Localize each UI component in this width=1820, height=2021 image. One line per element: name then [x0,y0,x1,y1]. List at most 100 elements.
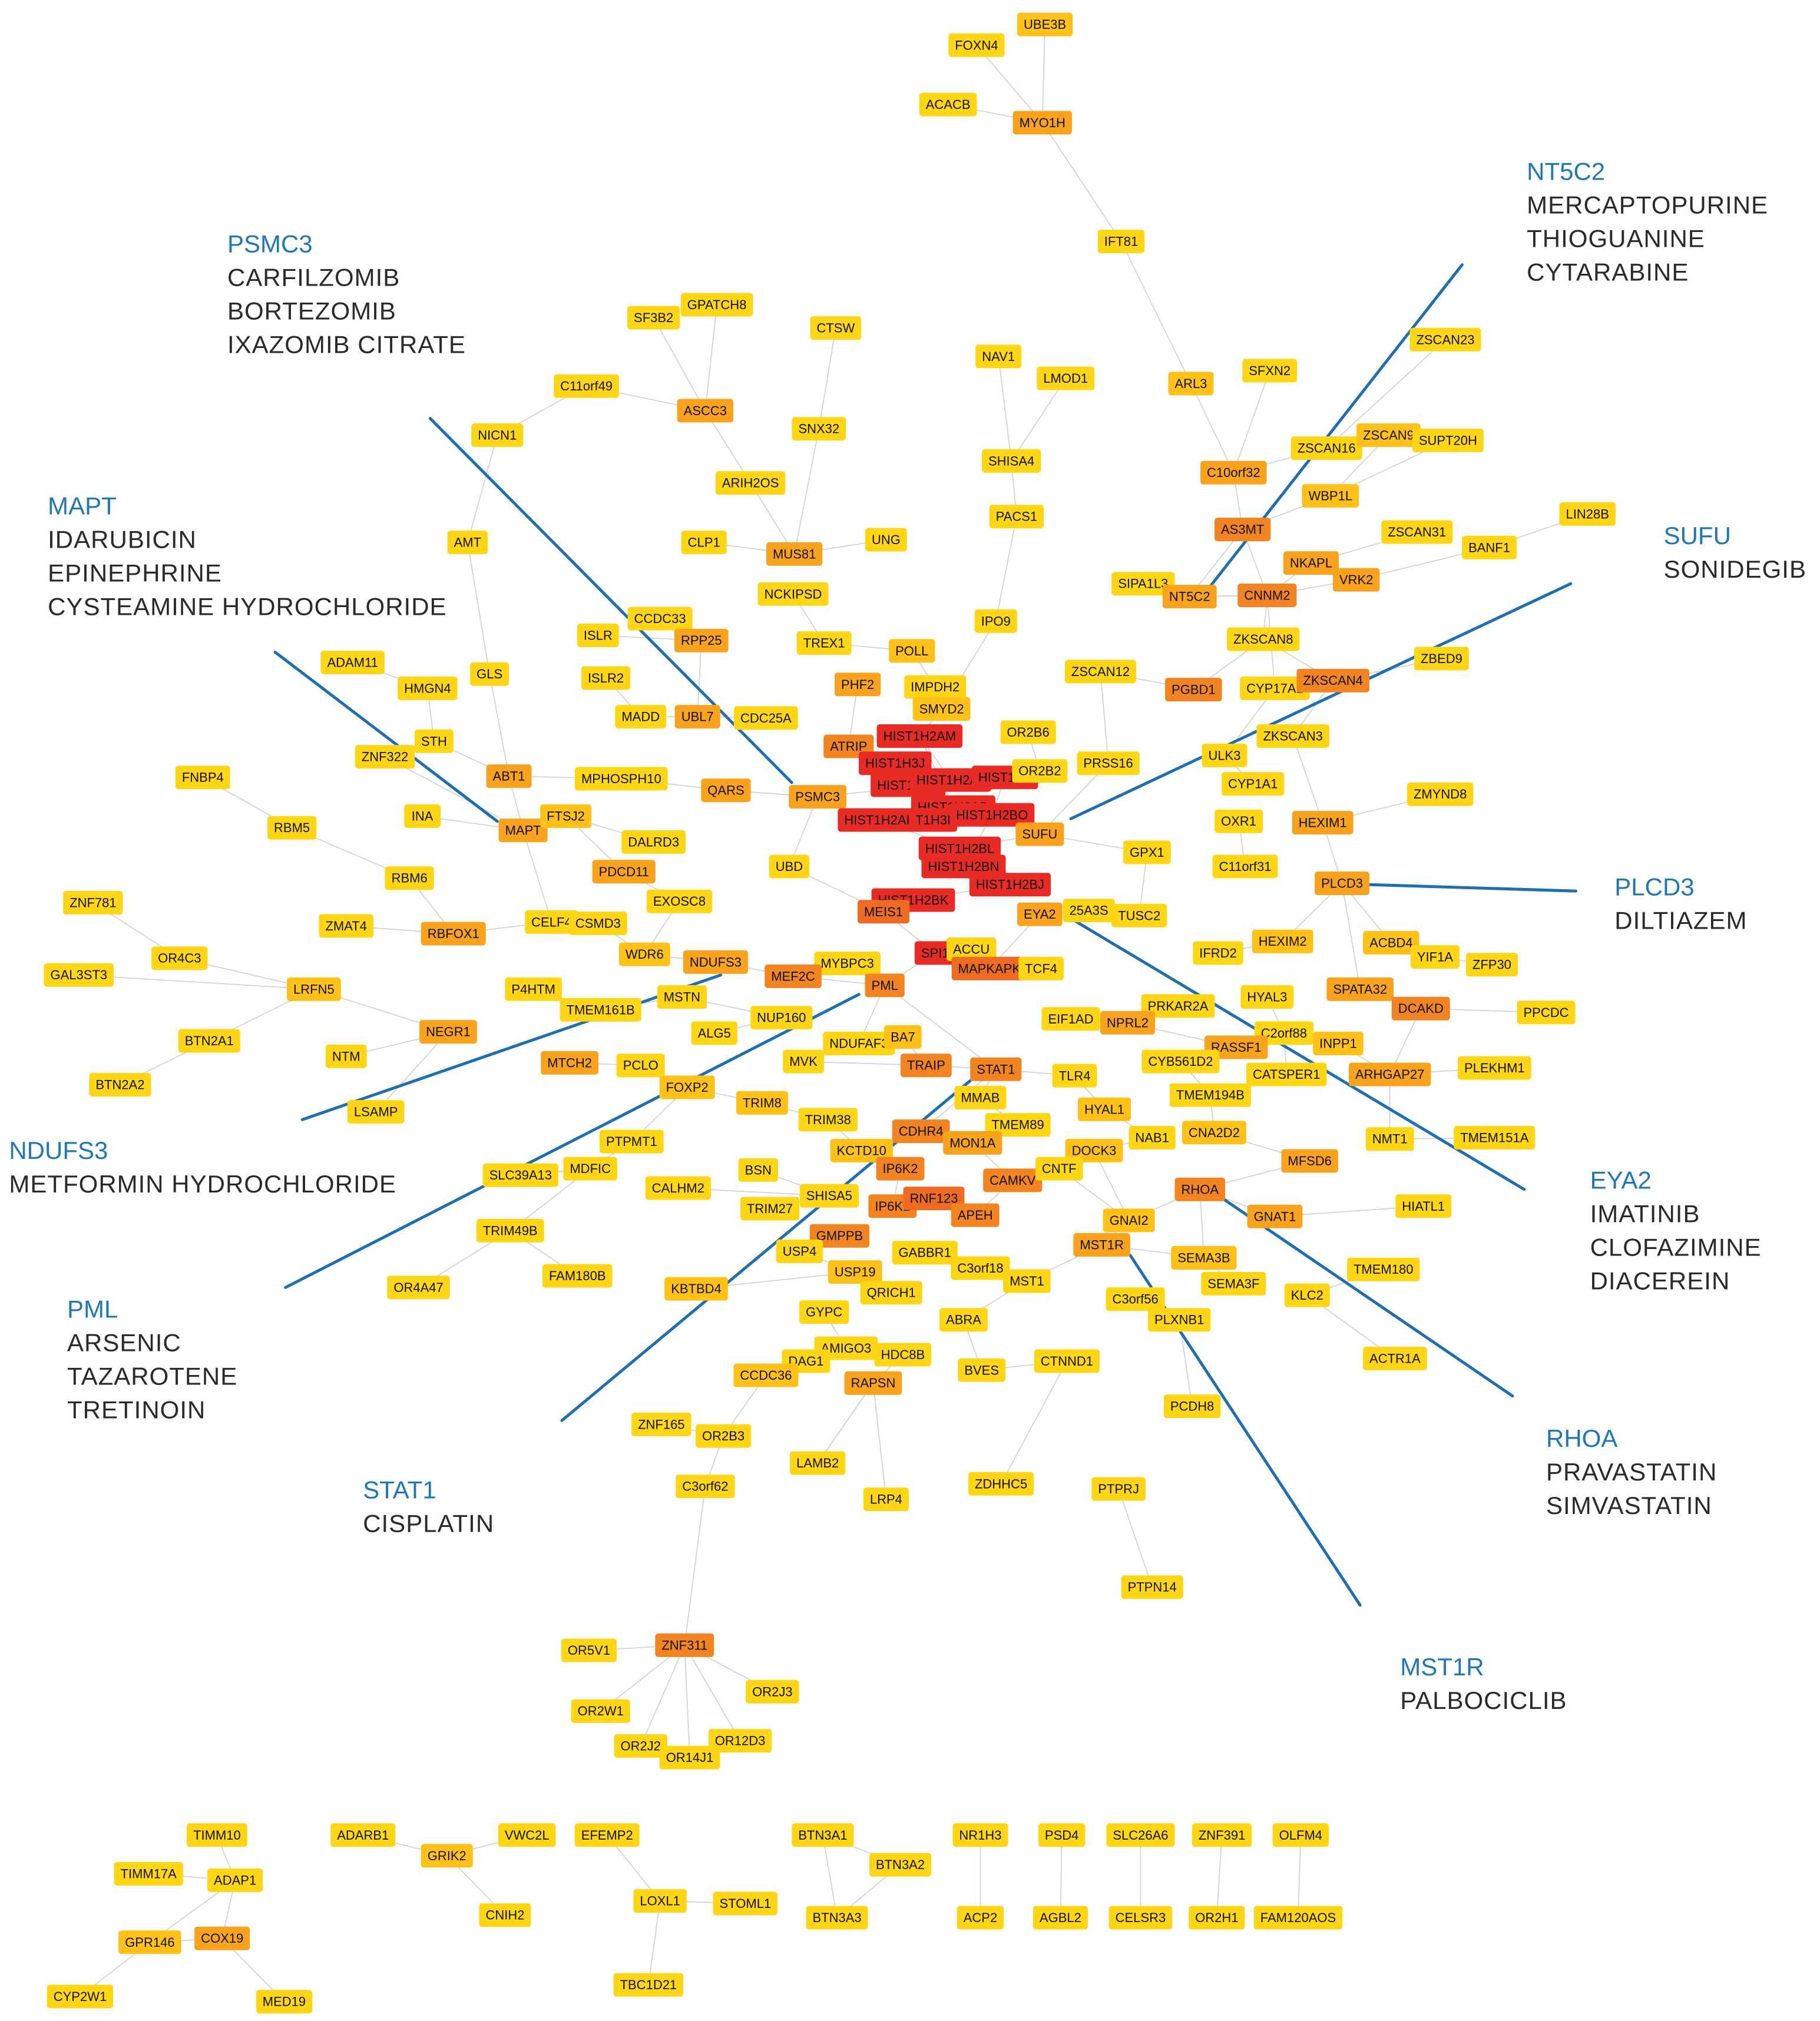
gene-node-hiatl1[interactable]: HIATL1 [1395,1194,1452,1218]
gene-node-tcf4[interactable]: TCF4 [1018,956,1064,980]
gene-node-ulk3[interactable]: ULK3 [1202,743,1247,767]
gene-node-slc39a13[interactable]: SLC39A13 [482,1163,558,1187]
gene-node-gnai2[interactable]: GNAI2 [1103,1208,1155,1233]
gene-node-hist1h2bj[interactable]: HIST1H2BJ [969,873,1051,897]
gene-node-pml[interactable]: PML [865,973,905,998]
gene-node-nckipsd[interactable]: NCKIPSD [757,582,829,606]
gene-node-exosc8[interactable]: EXOSC8 [646,889,713,913]
gene-node-actr1a[interactable]: ACTR1A [1363,1347,1427,1371]
gene-node-ubl7[interactable]: UBL7 [674,705,720,729]
gene-node-calhm2[interactable]: CALHM2 [645,1176,711,1200]
gene-node-acp2[interactable]: ACP2 [957,1906,1004,1930]
gene-node-znf165[interactable]: ZNF165 [631,1412,691,1436]
gene-node-znf322[interactable]: ZNF322 [355,745,415,769]
gene-node-c3orf62[interactable]: C3orf62 [676,1475,735,1499]
gene-node-hist1h2ai[interactable]: HIST1H2AI [838,808,916,832]
gene-node-mapkapk[interactable]: MAPKAPK [951,956,1028,980]
gene-node-zbed9[interactable]: ZBED9 [1414,647,1469,671]
gene-node-nmt1[interactable]: NMT1 [1365,1127,1414,1151]
gene-node-accu[interactable]: ACCU [946,937,997,961]
gene-node-zmat4[interactable]: ZMAT4 [319,914,373,938]
gene-node-tmem194b[interactable]: TMEM194B [1169,1083,1251,1107]
gene-node-pclo[interactable]: PCLO [616,1053,665,1078]
gene-node-negr1[interactable]: NEGR1 [419,1020,477,1044]
gene-node-cox19[interactable]: COX19 [194,1926,250,1950]
gene-node-sth[interactable]: STH [414,729,454,753]
gene-node-ung[interactable]: UNG [865,528,907,552]
gene-node-dcakd[interactable]: DCAKD [1391,996,1450,1021]
gene-node-camkv[interactable]: CAMKV [983,1168,1043,1192]
gene-node-mdfic[interactable]: MDFIC [563,1157,618,1181]
gene-node-mus81[interactable]: MUS81 [766,542,823,566]
gene-node-catsper1[interactable]: CATSPER1 [1246,1062,1327,1086]
gene-node-hdc8b[interactable]: HDC8B [874,1343,932,1367]
gene-node-c11orf49[interactable]: C11orf49 [554,374,620,398]
gene-node-bsn[interactable]: BSN [738,1158,778,1182]
gene-node-or2j2[interactable]: OR2J2 [614,1734,667,1758]
gene-node-cyb561d2[interactable]: CYB561D2 [1141,1049,1220,1074]
gene-node-hist1h2bn[interactable]: HIST1H2BN [921,854,1006,879]
gene-node-mst1r[interactable]: MST1R [1073,1233,1130,1257]
gene-node-rbm6[interactable]: RBM6 [385,866,434,890]
gene-node-celf4[interactable]: CELF4 [525,910,578,934]
gene-node-c11orf31[interactable]: C11orf31 [1212,854,1278,879]
gene-node-or4a47[interactable]: OR4A47 [387,1275,450,1300]
gene-node-tmem180[interactable]: TMEM180 [1346,1257,1420,1281]
gene-node-ina[interactable]: INA [404,804,441,828]
gene-node-zscan31[interactable]: ZSCAN31 [1381,520,1453,544]
gene-node-cdhr4[interactable]: CDHR4 [892,1119,950,1144]
gene-node-or5v1[interactable]: OR5V1 [561,1638,617,1662]
gene-node-ppcdc[interactable]: PPCDC [1517,1000,1576,1025]
gene-node-lrp4[interactable]: LRP4 [863,1487,909,1512]
gene-node-lsamp[interactable]: LSAMP [347,1100,405,1124]
gene-node-trim38[interactable]: TRIM38 [798,1108,858,1132]
gene-node-mtch2[interactable]: MTCH2 [541,1051,599,1075]
gene-node-hmgn4[interactable]: HMGN4 [398,676,458,700]
gene-node-nicn1[interactable]: NICN1 [471,423,524,448]
gene-node-lin28b[interactable]: LIN28B [1559,502,1616,526]
gene-node-arhgap27[interactable]: ARHGAP27 [1348,1062,1431,1086]
gene-node-ubd[interactable]: UBD [769,854,810,879]
gene-node-prss16[interactable]: PRSS16 [1077,751,1140,776]
gene-node-rapsn[interactable]: RAPSN [844,1371,902,1395]
gene-node-zkscan3[interactable]: ZKSCAN3 [1256,724,1329,748]
gene-node-gmppb[interactable]: GMPPB [809,1224,870,1248]
gene-node-ptprj[interactable]: PTPRJ [1091,1477,1146,1501]
gene-node-rhoa[interactable]: RHOA [1174,1177,1226,1201]
gene-node-hist1h2bo[interactable]: HIST1H2BO [949,803,1035,827]
gene-node-tlr4[interactable]: TLR4 [1052,1063,1097,1088]
gene-node-or4c3[interactable]: OR4C3 [151,946,208,970]
gene-node-psd4[interactable]: PSD4 [1038,1823,1086,1847]
gene-node-nprl2[interactable]: NPRL2 [1100,1010,1155,1035]
gene-node-ip6k2[interactable]: IP6K2 [876,1157,925,1181]
gene-node-ftsj2[interactable]: FTSJ2 [540,804,591,828]
gene-node-psmc3[interactable]: PSMC3 [789,785,847,809]
gene-node-nr1h3[interactable]: NR1H3 [952,1823,1008,1847]
gene-node-gypc[interactable]: GYPC [799,1300,849,1324]
gene-node-mef2c[interactable]: MEF2C [765,964,822,988]
gene-node-zscan16[interactable]: ZSCAN16 [1290,436,1362,460]
gene-node-klc2[interactable]: KLC2 [1284,1283,1330,1307]
gene-node-celsr3[interactable]: CELSR3 [1108,1906,1173,1930]
gene-node-nkapl[interactable]: NKAPL [1283,551,1339,575]
gene-node-nt5c2[interactable]: NT5C2 [1162,585,1217,609]
gene-node-abt1[interactable]: ABT1 [486,764,532,788]
gene-node-mstn[interactable]: MSTN [657,985,707,1009]
gene-node-agbl2[interactable]: AGBL2 [1033,1906,1088,1930]
gene-node-apeh[interactable]: APEH [951,1203,1000,1227]
gene-node-gls[interactable]: GLS [470,662,509,686]
gene-node-zscan12[interactable]: ZSCAN12 [1064,660,1136,684]
gene-node-mphosph10[interactable]: MPHOSPH10 [574,767,668,791]
gene-node-cnnm2[interactable]: CNNM2 [1237,583,1297,607]
gene-node-shisa5[interactable]: SHISA5 [799,1184,859,1208]
gene-node-gpx1[interactable]: GPX1 [1123,840,1171,864]
gene-node-grik2[interactable]: GRIK2 [421,1844,473,1868]
gene-node-fam180b[interactable]: FAM180B [542,1264,613,1288]
gene-node-gpr146[interactable]: GPR146 [118,1930,181,1954]
gene-node-myo1h[interactable]: MYO1H [1012,111,1072,135]
gene-node-tmem89[interactable]: TMEM89 [985,1113,1051,1137]
gene-node-gabbr1[interactable]: GABBR1 [892,1241,958,1265]
gene-node-btn2a2[interactable]: BTN2A2 [89,1073,151,1097]
gene-node-tusc2[interactable]: TUSC2 [1111,903,1167,927]
gene-node-ift81[interactable]: IFT81 [1097,230,1145,254]
